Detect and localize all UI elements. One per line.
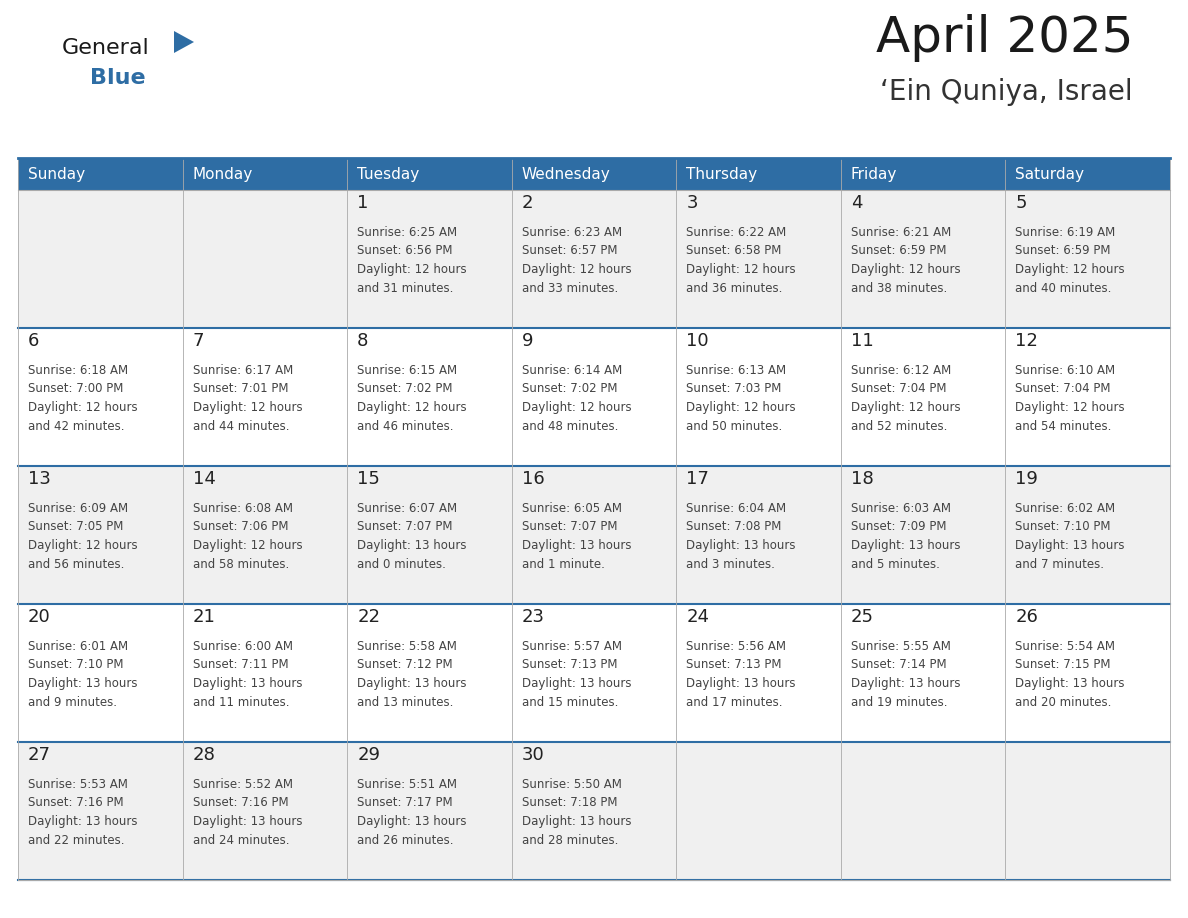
Text: April 2025: April 2025 bbox=[876, 14, 1133, 62]
Text: 13: 13 bbox=[29, 470, 51, 488]
Text: 2: 2 bbox=[522, 194, 533, 212]
Text: Sunrise: 5:53 AM
Sunset: 7:16 PM
Daylight: 13 hours
and 22 minutes.: Sunrise: 5:53 AM Sunset: 7:16 PM Dayligh… bbox=[29, 778, 138, 846]
Text: Sunrise: 5:55 AM
Sunset: 7:14 PM
Daylight: 13 hours
and 19 minutes.: Sunrise: 5:55 AM Sunset: 7:14 PM Dayligh… bbox=[851, 640, 960, 709]
Text: 15: 15 bbox=[358, 470, 380, 488]
Text: 26: 26 bbox=[1016, 608, 1038, 626]
Bar bbox=[18, 158, 1170, 190]
Bar bbox=[18, 466, 1170, 604]
Text: Sunday: Sunday bbox=[29, 166, 86, 182]
Text: Sunrise: 5:52 AM
Sunset: 7:16 PM
Daylight: 13 hours
and 24 minutes.: Sunrise: 5:52 AM Sunset: 7:16 PM Dayligh… bbox=[192, 778, 302, 846]
Text: 11: 11 bbox=[851, 332, 873, 350]
Text: 5: 5 bbox=[1016, 194, 1026, 212]
Text: Sunrise: 5:51 AM
Sunset: 7:17 PM
Daylight: 13 hours
and 26 minutes.: Sunrise: 5:51 AM Sunset: 7:17 PM Dayligh… bbox=[358, 778, 467, 846]
Text: 12: 12 bbox=[1016, 332, 1038, 350]
Text: Sunrise: 6:02 AM
Sunset: 7:10 PM
Daylight: 13 hours
and 7 minutes.: Sunrise: 6:02 AM Sunset: 7:10 PM Dayligh… bbox=[1016, 502, 1125, 570]
Text: 22: 22 bbox=[358, 608, 380, 626]
Polygon shape bbox=[173, 31, 194, 53]
Text: 21: 21 bbox=[192, 608, 215, 626]
Text: 20: 20 bbox=[29, 608, 51, 626]
Text: Sunrise: 5:58 AM
Sunset: 7:12 PM
Daylight: 13 hours
and 13 minutes.: Sunrise: 5:58 AM Sunset: 7:12 PM Dayligh… bbox=[358, 640, 467, 709]
Text: General: General bbox=[62, 38, 150, 58]
Text: 1: 1 bbox=[358, 194, 368, 212]
Bar bbox=[18, 742, 1170, 880]
Text: Sunrise: 6:05 AM
Sunset: 7:07 PM
Daylight: 13 hours
and 1 minute.: Sunrise: 6:05 AM Sunset: 7:07 PM Dayligh… bbox=[522, 502, 631, 570]
Text: 17: 17 bbox=[687, 470, 709, 488]
Text: Sunrise: 6:10 AM
Sunset: 7:04 PM
Daylight: 12 hours
and 54 minutes.: Sunrise: 6:10 AM Sunset: 7:04 PM Dayligh… bbox=[1016, 364, 1125, 432]
Bar bbox=[18, 328, 1170, 466]
Text: 16: 16 bbox=[522, 470, 544, 488]
Text: Sunrise: 5:56 AM
Sunset: 7:13 PM
Daylight: 13 hours
and 17 minutes.: Sunrise: 5:56 AM Sunset: 7:13 PM Dayligh… bbox=[687, 640, 796, 709]
Text: Sunrise: 6:01 AM
Sunset: 7:10 PM
Daylight: 13 hours
and 9 minutes.: Sunrise: 6:01 AM Sunset: 7:10 PM Dayligh… bbox=[29, 640, 138, 709]
Text: Tuesday: Tuesday bbox=[358, 166, 419, 182]
Text: Sunrise: 6:08 AM
Sunset: 7:06 PM
Daylight: 12 hours
and 58 minutes.: Sunrise: 6:08 AM Sunset: 7:06 PM Dayligh… bbox=[192, 502, 302, 570]
Text: Sunrise: 5:50 AM
Sunset: 7:18 PM
Daylight: 13 hours
and 28 minutes.: Sunrise: 5:50 AM Sunset: 7:18 PM Dayligh… bbox=[522, 778, 631, 846]
Text: Sunrise: 6:19 AM
Sunset: 6:59 PM
Daylight: 12 hours
and 40 minutes.: Sunrise: 6:19 AM Sunset: 6:59 PM Dayligh… bbox=[1016, 226, 1125, 295]
Text: Sunrise: 6:07 AM
Sunset: 7:07 PM
Daylight: 13 hours
and 0 minutes.: Sunrise: 6:07 AM Sunset: 7:07 PM Dayligh… bbox=[358, 502, 467, 570]
Text: 18: 18 bbox=[851, 470, 873, 488]
Text: 7: 7 bbox=[192, 332, 204, 350]
Text: Sunrise: 6:13 AM
Sunset: 7:03 PM
Daylight: 12 hours
and 50 minutes.: Sunrise: 6:13 AM Sunset: 7:03 PM Dayligh… bbox=[687, 364, 796, 432]
Text: Sunrise: 6:12 AM
Sunset: 7:04 PM
Daylight: 12 hours
and 52 minutes.: Sunrise: 6:12 AM Sunset: 7:04 PM Dayligh… bbox=[851, 364, 960, 432]
Text: Blue: Blue bbox=[90, 68, 146, 88]
Text: 9: 9 bbox=[522, 332, 533, 350]
Text: Sunrise: 6:14 AM
Sunset: 7:02 PM
Daylight: 12 hours
and 48 minutes.: Sunrise: 6:14 AM Sunset: 7:02 PM Dayligh… bbox=[522, 364, 631, 432]
Text: Sunrise: 6:09 AM
Sunset: 7:05 PM
Daylight: 12 hours
and 56 minutes.: Sunrise: 6:09 AM Sunset: 7:05 PM Dayligh… bbox=[29, 502, 138, 570]
Text: 19: 19 bbox=[1016, 470, 1038, 488]
Text: 23: 23 bbox=[522, 608, 545, 626]
Text: Sunrise: 6:04 AM
Sunset: 7:08 PM
Daylight: 13 hours
and 3 minutes.: Sunrise: 6:04 AM Sunset: 7:08 PM Dayligh… bbox=[687, 502, 796, 570]
Text: Sunrise: 6:21 AM
Sunset: 6:59 PM
Daylight: 12 hours
and 38 minutes.: Sunrise: 6:21 AM Sunset: 6:59 PM Dayligh… bbox=[851, 226, 960, 295]
Text: 28: 28 bbox=[192, 746, 215, 764]
Text: Sunrise: 6:18 AM
Sunset: 7:00 PM
Daylight: 12 hours
and 42 minutes.: Sunrise: 6:18 AM Sunset: 7:00 PM Dayligh… bbox=[29, 364, 138, 432]
Text: Sunrise: 5:57 AM
Sunset: 7:13 PM
Daylight: 13 hours
and 15 minutes.: Sunrise: 5:57 AM Sunset: 7:13 PM Dayligh… bbox=[522, 640, 631, 709]
Text: ‘Ein Quniya, Israel: ‘Ein Quniya, Israel bbox=[880, 78, 1133, 106]
Text: Friday: Friday bbox=[851, 166, 897, 182]
Text: Monday: Monday bbox=[192, 166, 253, 182]
Text: 25: 25 bbox=[851, 608, 874, 626]
Text: 6: 6 bbox=[29, 332, 39, 350]
Text: Sunrise: 6:17 AM
Sunset: 7:01 PM
Daylight: 12 hours
and 44 minutes.: Sunrise: 6:17 AM Sunset: 7:01 PM Dayligh… bbox=[192, 364, 302, 432]
Text: 24: 24 bbox=[687, 608, 709, 626]
Bar bbox=[18, 604, 1170, 742]
Text: Sunrise: 6:03 AM
Sunset: 7:09 PM
Daylight: 13 hours
and 5 minutes.: Sunrise: 6:03 AM Sunset: 7:09 PM Dayligh… bbox=[851, 502, 960, 570]
Text: 27: 27 bbox=[29, 746, 51, 764]
Text: Thursday: Thursday bbox=[687, 166, 758, 182]
Text: Sunrise: 6:22 AM
Sunset: 6:58 PM
Daylight: 12 hours
and 36 minutes.: Sunrise: 6:22 AM Sunset: 6:58 PM Dayligh… bbox=[687, 226, 796, 295]
Text: Wednesday: Wednesday bbox=[522, 166, 611, 182]
Bar bbox=[18, 190, 1170, 328]
Text: 3: 3 bbox=[687, 194, 697, 212]
Text: 29: 29 bbox=[358, 746, 380, 764]
Text: Sunrise: 6:25 AM
Sunset: 6:56 PM
Daylight: 12 hours
and 31 minutes.: Sunrise: 6:25 AM Sunset: 6:56 PM Dayligh… bbox=[358, 226, 467, 295]
Text: Sunrise: 6:23 AM
Sunset: 6:57 PM
Daylight: 12 hours
and 33 minutes.: Sunrise: 6:23 AM Sunset: 6:57 PM Dayligh… bbox=[522, 226, 631, 295]
Text: 10: 10 bbox=[687, 332, 709, 350]
Text: Saturday: Saturday bbox=[1016, 166, 1085, 182]
Text: 8: 8 bbox=[358, 332, 368, 350]
Text: Sunrise: 6:00 AM
Sunset: 7:11 PM
Daylight: 13 hours
and 11 minutes.: Sunrise: 6:00 AM Sunset: 7:11 PM Dayligh… bbox=[192, 640, 302, 709]
Text: 14: 14 bbox=[192, 470, 215, 488]
Text: Sunrise: 5:54 AM
Sunset: 7:15 PM
Daylight: 13 hours
and 20 minutes.: Sunrise: 5:54 AM Sunset: 7:15 PM Dayligh… bbox=[1016, 640, 1125, 709]
Text: Sunrise: 6:15 AM
Sunset: 7:02 PM
Daylight: 12 hours
and 46 minutes.: Sunrise: 6:15 AM Sunset: 7:02 PM Dayligh… bbox=[358, 364, 467, 432]
Text: 4: 4 bbox=[851, 194, 862, 212]
Text: 30: 30 bbox=[522, 746, 544, 764]
